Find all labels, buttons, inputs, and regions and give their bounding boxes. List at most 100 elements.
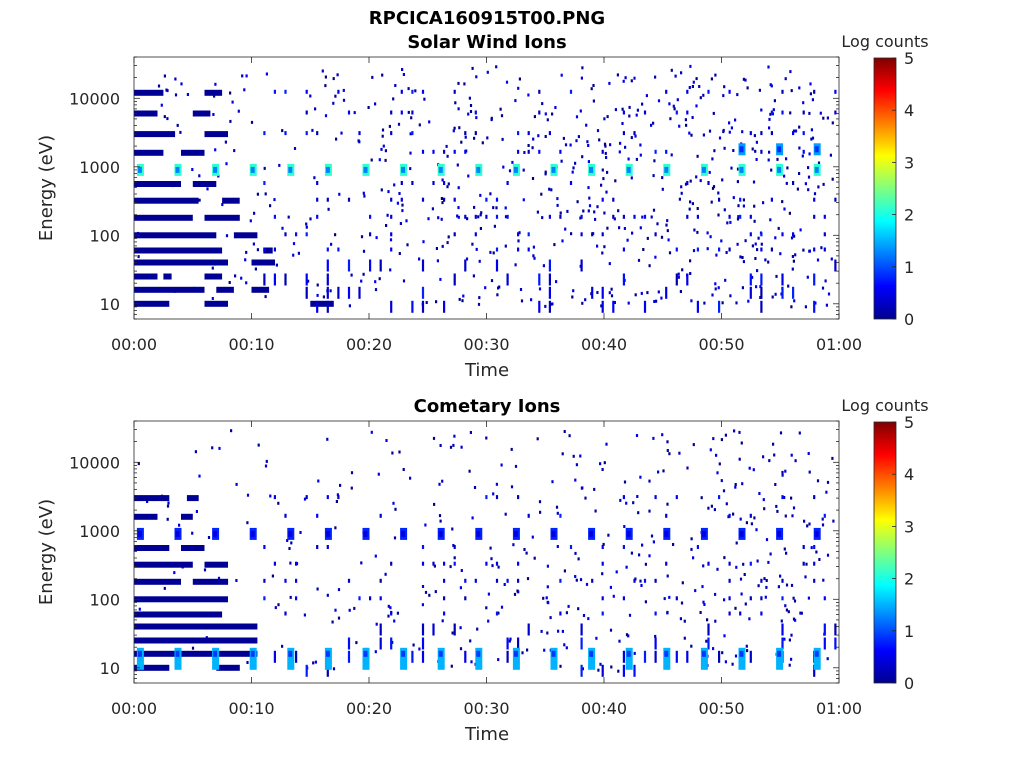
heatmap-cell [295, 650, 298, 663]
heatmap-cell [594, 217, 597, 221]
heatmap-cell [602, 542, 605, 546]
heatmap-cell [579, 109, 582, 113]
heatmap-cell [134, 273, 158, 280]
heatmap-cell [735, 565, 738, 569]
heatmap-cell [418, 647, 421, 651]
heatmap-cell [512, 543, 515, 547]
heatmap-cell [748, 466, 751, 470]
heatmap-cell [309, 94, 312, 98]
heatmap-cell [633, 578, 636, 583]
heatmap-cell [589, 166, 594, 173]
heatmap-cell [580, 259, 583, 272]
heatmap-cell [791, 255, 794, 258]
heatmap-cell [506, 214, 509, 219]
heatmap-cell [316, 131, 319, 136]
heatmap-cell [777, 146, 782, 153]
heatmap-cell [134, 545, 170, 551]
x-tick-label: 00:40 [581, 699, 627, 718]
heatmap-cell [136, 647, 144, 670]
heatmap-cell [545, 596, 548, 600]
heatmap-cell [749, 650, 752, 663]
heatmap-cell [264, 464, 268, 468]
heatmap-cell [517, 86, 520, 90]
heatmap-cell [527, 247, 530, 252]
heatmap-cell [813, 495, 816, 500]
heatmap-cell [654, 611, 657, 616]
heatmap-cell [563, 643, 566, 647]
heatmap-cell [163, 74, 166, 78]
heatmap-cell [770, 84, 773, 88]
heatmap-cell [648, 509, 651, 513]
heatmap-cell [186, 495, 199, 502]
heatmap-cell [527, 149, 530, 154]
heatmap-cell [721, 301, 724, 305]
heatmap-cell [645, 94, 648, 98]
x-tick-label: 00:30 [463, 335, 509, 354]
heatmap-cell [491, 564, 494, 568]
heatmap-cell [792, 286, 795, 299]
heatmap-cells-solar-wind [134, 64, 837, 313]
heatmap-cell [465, 257, 469, 261]
heatmap-cell [794, 459, 797, 463]
heatmap-cell [601, 611, 604, 616]
heatmap-cell [652, 121, 655, 125]
heatmap-cell [775, 274, 778, 278]
heatmap-cell [544, 304, 547, 308]
heatmap-cell [710, 504, 713, 508]
heatmap-cell [263, 131, 266, 136]
heatmap-cell [622, 110, 625, 115]
heatmap-cell [762, 455, 765, 459]
heatmap-cell [437, 216, 440, 220]
heatmap-cell [632, 501, 635, 505]
heatmap-cell [626, 650, 631, 657]
heatmap-cell [728, 561, 731, 566]
heatmap-cell [720, 438, 723, 442]
heatmap-cell [559, 211, 562, 215]
heatmap-cell [310, 300, 334, 307]
heatmap-cell [728, 247, 731, 252]
heatmap-cell [250, 530, 255, 537]
heatmap-cell [655, 299, 658, 303]
heatmap-cell [474, 578, 477, 583]
heatmap-cell [786, 166, 789, 170]
heatmap-cell [472, 274, 475, 278]
heatmap-cell [363, 194, 366, 198]
heatmap-cell [464, 131, 467, 136]
x-tick-label: 00:00 [111, 335, 157, 354]
heatmap-cell [696, 207, 699, 210]
heatmap-cell [728, 214, 731, 219]
heatmap-cell [474, 110, 477, 115]
heatmap-cell [681, 581, 684, 585]
heatmap-cell [594, 509, 597, 513]
heatmap-cell [700, 496, 703, 500]
heatmap-cell [134, 131, 176, 138]
heatmap-cell [617, 209, 620, 213]
heatmap-cell [250, 120, 254, 124]
heatmap-cell [608, 262, 611, 266]
heatmap-cell [676, 98, 679, 102]
heatmap-cell [580, 623, 583, 636]
heatmap-cell [718, 650, 721, 663]
heatmap-cell [325, 530, 330, 537]
heatmap-cell [754, 242, 757, 246]
heatmap-cell [538, 273, 541, 286]
heatmap-cell [431, 207, 434, 211]
heatmap-cell [523, 151, 526, 154]
heatmap-cell [433, 564, 436, 568]
heatmap-cell [450, 664, 453, 668]
heatmap-cell [739, 214, 742, 219]
heatmap-cell [781, 286, 784, 299]
heatmap-cell [249, 219, 252, 223]
heatmap-cell [630, 176, 633, 180]
heatmap-cell [590, 87, 593, 91]
heatmap-cell [245, 250, 248, 254]
heatmap-cell [447, 235, 450, 239]
heatmap-cell [675, 650, 678, 663]
heatmap-cell [720, 479, 723, 483]
heatmap-cell [831, 177, 834, 181]
heatmap-cell [616, 73, 619, 77]
heatmap-cell [336, 73, 339, 77]
heatmap-cell [501, 137, 504, 141]
heatmap-cell [378, 158, 381, 162]
heatmap-cell [662, 469, 665, 473]
